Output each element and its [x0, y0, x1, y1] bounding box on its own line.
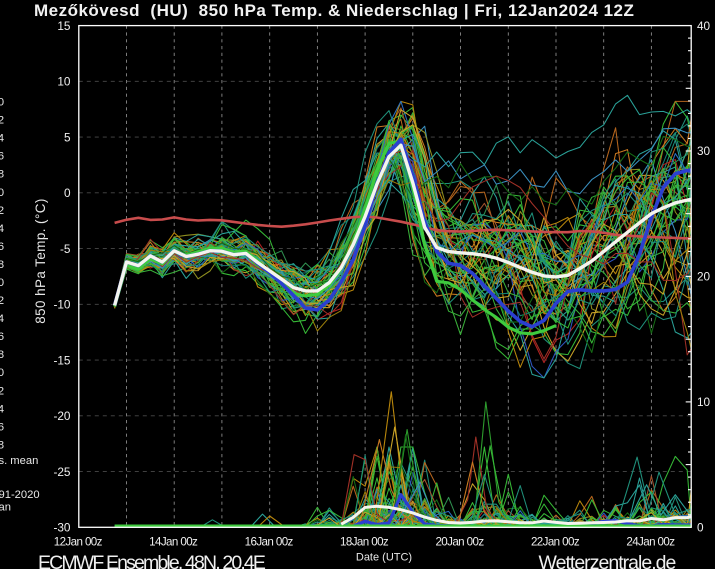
svg-text:8: 8	[0, 349, 4, 361]
svg-text:30: 30	[697, 144, 711, 158]
svg-text:8: 8	[0, 169, 4, 181]
svg-text:6: 6	[0, 331, 4, 343]
svg-text:2: 2	[0, 205, 4, 217]
svg-text:4: 4	[0, 223, 4, 235]
svg-text:4: 4	[0, 403, 4, 415]
svg-text:4: 4	[0, 313, 4, 325]
svg-text:0: 0	[0, 277, 4, 289]
svg-text:10: 10	[697, 395, 711, 409]
svg-text:0: 0	[64, 186, 71, 200]
svg-text:2: 2	[0, 385, 4, 397]
svg-text:20: 20	[697, 270, 711, 284]
svg-text:Mezőkövesd (HU) 850 hPa Temp: Mezőkövesd (HU) 850 hPa Temp. & Niedersc…	[34, 1, 634, 20]
svg-text:0: 0	[0, 187, 4, 199]
svg-text:8: 8	[0, 259, 4, 271]
svg-text:2: 2	[0, 295, 4, 307]
svg-text:12Jan 00z: 12Jan 00z	[54, 535, 103, 548]
svg-text:10: 10	[57, 75, 71, 89]
svg-text:-5: -5	[60, 242, 71, 256]
svg-text:ECMWF Ensemble, 48N, 20.4E: ECMWF Ensemble, 48N, 20.4E	[38, 552, 266, 569]
svg-text:850 hPa Temp. (°C): 850 hPa Temp. (°C)	[33, 198, 48, 324]
svg-text:-30: -30	[53, 521, 70, 535]
svg-text:Date (UTC): Date (UTC)	[356, 552, 412, 564]
svg-text:8: 8	[0, 439, 4, 451]
svg-text:14Jan 00z: 14Jan 00z	[149, 535, 198, 548]
svg-text:40: 40	[697, 19, 711, 33]
svg-text:91-2020: 91-2020	[0, 489, 40, 501]
svg-text:s. mean: s. mean	[0, 455, 38, 467]
svg-text:-15: -15	[53, 353, 70, 367]
svg-text:-20: -20	[53, 409, 70, 423]
svg-text:24Jan 00z: 24Jan 00z	[626, 535, 675, 548]
svg-text:2: 2	[0, 115, 4, 127]
svg-text:15: 15	[57, 19, 71, 33]
svg-text:18Jan 00z: 18Jan 00z	[340, 535, 389, 548]
svg-text:0: 0	[697, 521, 704, 535]
svg-text:-10: -10	[53, 298, 70, 312]
svg-text:-25: -25	[53, 465, 70, 479]
svg-text:6: 6	[0, 151, 4, 163]
svg-text:6: 6	[0, 241, 4, 253]
svg-text:6: 6	[0, 421, 4, 433]
svg-text:22Jan 00z: 22Jan 00z	[531, 535, 580, 548]
svg-text:0: 0	[0, 97, 4, 109]
svg-text:5: 5	[64, 130, 71, 144]
svg-text:16Jan 00z: 16Jan 00z	[245, 535, 294, 548]
svg-text:an: an	[0, 502, 11, 514]
svg-text:4: 4	[0, 133, 4, 145]
svg-text:20Jan 00z: 20Jan 00z	[435, 535, 484, 548]
svg-text:Wetterzentrale.de: Wetterzentrale.de	[539, 552, 676, 569]
svg-text:0: 0	[0, 367, 4, 379]
